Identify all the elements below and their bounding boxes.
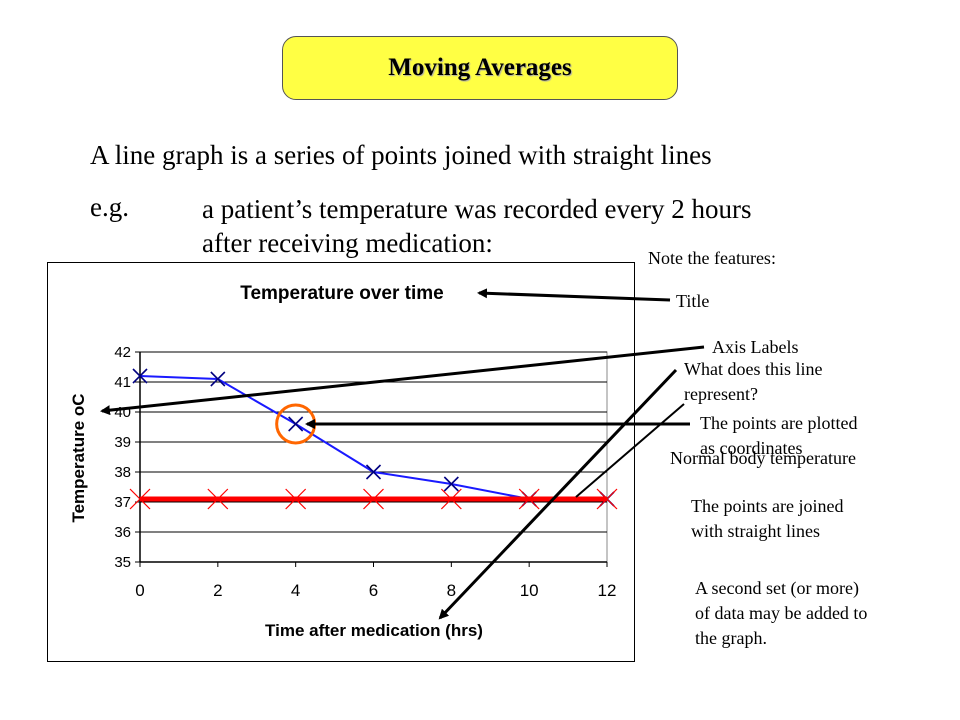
plot-background — [139, 351, 608, 563]
example-line-2: after receiving medication: — [202, 228, 493, 258]
note-joined-2: with straight lines — [691, 521, 820, 541]
x-tick-label: 8 — [447, 581, 456, 600]
x-tick-label: 10 — [520, 581, 539, 600]
example-line-1: a patient’s temperature was recorded eve… — [202, 194, 752, 224]
note-second-set-3: the graph. — [695, 628, 767, 648]
note-second-set-1: A second set (or more) — [695, 578, 859, 598]
series-1-point — [443, 476, 459, 492]
note-title: Title — [676, 291, 710, 311]
series-2-point — [363, 488, 384, 510]
point-marker-stroke-b — [596, 488, 618, 510]
series-1-point — [132, 368, 148, 384]
note-points-plotted: The points are plotted as coordinates — [700, 411, 857, 461]
note-heading: Note the features: — [648, 248, 776, 268]
series-2-point — [129, 488, 151, 510]
note-second-set-2: of data may be added to — [695, 603, 868, 623]
y-tick-label: 35 — [114, 554, 131, 571]
note-what-line: What does this line represent? — [684, 357, 822, 407]
point-marker-stroke-b — [365, 464, 382, 480]
example-text: a patient’s temperature was recorded eve… — [202, 192, 752, 260]
y-tick-label: 40 — [114, 404, 131, 421]
point-marker-stroke-b — [288, 416, 304, 432]
series-2-point — [207, 488, 229, 510]
y-tick-label: 38 — [114, 464, 131, 481]
series-2-point — [440, 488, 462, 510]
intro-text: A line graph is a series of points joine… — [90, 140, 712, 170]
y-tick-label: 39 — [114, 434, 131, 451]
y-tick-label: 36 — [114, 524, 131, 541]
series-1-point — [365, 464, 382, 480]
example-label: e.g. — [90, 192, 129, 222]
series-1-point — [288, 416, 304, 432]
point-marker-stroke-b — [443, 476, 459, 492]
chart-title: Temperature over time — [240, 283, 443, 304]
title-arrow — [477, 288, 671, 302]
x-axis-label: Time after medication (hrs) — [265, 621, 483, 640]
annotation-arrows — [100, 288, 705, 620]
point-marker-stroke-b — [132, 368, 148, 384]
series-2-point — [518, 488, 540, 510]
y-tick-label: 41 — [114, 374, 131, 391]
y-tick-label: 42 — [114, 344, 131, 361]
point-marker-stroke-b — [518, 488, 540, 510]
x-tick-label: 6 — [369, 581, 378, 600]
series-1-point — [210, 371, 226, 387]
plot-area — [139, 351, 608, 563]
x-tick-label: 4 — [291, 581, 300, 600]
x-tick-label: 0 — [135, 581, 144, 600]
normal-temp-pointer — [575, 403, 685, 498]
y-tick-label: 37 — [114, 494, 131, 511]
point-marker-stroke-b — [207, 488, 229, 510]
note-joined: The points are joined with straight line… — [691, 494, 843, 544]
point-marker-stroke-b — [440, 488, 462, 510]
axis-label-x-arrow — [438, 368, 678, 620]
axis-label-arrow — [100, 345, 705, 416]
slide-title-box: Moving Averages — [282, 36, 678, 100]
note-second-set: A second set (or more) of data may be ad… — [695, 576, 867, 651]
series-2-point — [285, 488, 307, 510]
slide-title: Moving Averages — [388, 54, 572, 81]
note-joined-1: The points are joined — [691, 496, 844, 516]
point-marker-stroke-b — [363, 488, 384, 510]
note-what-line-2: represent? — [684, 384, 758, 404]
point-marker-stroke-b — [285, 488, 307, 510]
x-tick-label: 12 — [598, 581, 617, 600]
note-points-plotted-1: The points are plotted — [700, 413, 858, 433]
point-marker-stroke-b — [210, 371, 226, 387]
note-what-line-1: What does this line — [684, 359, 823, 379]
axes: 35 36 37 38 39 40 41 42 0 2 4 6 8 10 12 — [114, 344, 616, 600]
point-marker-stroke-b — [129, 488, 151, 510]
note-normal-body-temp: Normal body temperature — [670, 448, 856, 468]
note-points-plotted-2: as coordinates — [700, 438, 803, 458]
series — [129, 368, 618, 510]
y-axis-label: Temperature oC — [69, 393, 88, 522]
note-axis-labels: Axis Labels — [712, 337, 799, 357]
series-2-point — [596, 488, 618, 510]
x-tick-label: 2 — [213, 581, 222, 600]
